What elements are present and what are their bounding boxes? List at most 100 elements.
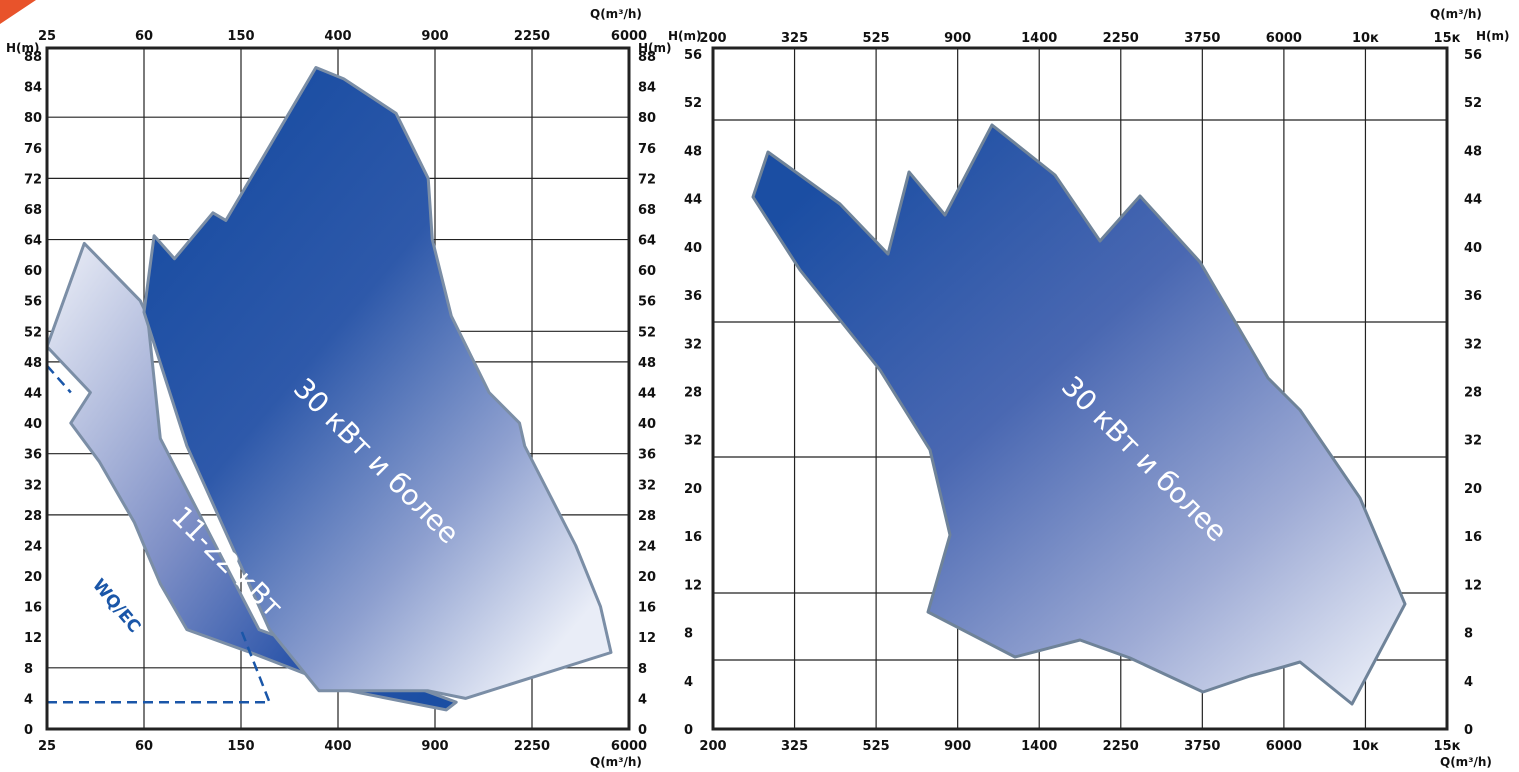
chart-right-x-unit-top: Q(m³/h) [1430, 7, 1482, 21]
y-tick-label-right: 56 [638, 295, 656, 310]
y-tick-label-right: 76 [638, 142, 656, 157]
y-tick-label-right: 12 [638, 631, 656, 646]
x-tick-label-bottom: 900 [944, 739, 971, 754]
y-tick-label-right: 16 [1464, 530, 1482, 545]
y-tick-label-left: 36 [24, 448, 42, 463]
y-tick-label-right: 28 [638, 509, 656, 524]
y-tick-label-left: 72 [24, 172, 42, 187]
wq-ec-boundary [47, 629, 272, 704]
chart-left-y-unit-right: H(m) [638, 41, 672, 55]
y-tick-label-left: 44 [24, 387, 42, 402]
x-tick-label-top: 3750 [1184, 31, 1220, 46]
y-tick-label-left: 32 [684, 337, 702, 352]
x-tick-label-top: 325 [781, 31, 808, 46]
y-tick-label-left: 56 [24, 295, 42, 310]
y-tick-label-left: 20 [684, 482, 702, 497]
y-tick-label-left: 24 [24, 539, 42, 554]
y-tick-label-left: 20 [24, 570, 42, 585]
x-tick-label-bottom: 2250 [514, 739, 550, 754]
y-tick-label-left: 28 [24, 509, 42, 524]
y-tick-label-right: 32 [638, 478, 656, 493]
chart-right-y-unit-left: H(m) [668, 29, 702, 43]
y-tick-label-left: 48 [24, 356, 42, 371]
y-tick-label-right: 60 [638, 264, 656, 279]
x-tick-label-top: 1400 [1021, 31, 1057, 46]
x-tick-label-top: 2250 [514, 29, 550, 44]
y-tick-label-left: 32 [684, 434, 702, 449]
x-tick-label-bottom: 25 [38, 739, 56, 754]
x-tick-label-bottom: 150 [227, 739, 254, 754]
y-tick-label-left: 84 [24, 81, 42, 96]
y-tick-label-left: 88 [24, 50, 42, 65]
y-tick-label-right: 68 [638, 203, 656, 218]
y-tick-label-right: 56 [1464, 48, 1482, 63]
x-tick-label-bottom: 1400 [1021, 739, 1057, 754]
y-tick-label-right: 52 [638, 325, 656, 340]
y-tick-label-left: 0 [684, 723, 693, 738]
y-tick-label-left: 4 [684, 675, 693, 690]
y-tick-label-right: 52 [1464, 96, 1482, 111]
x-tick-label-bottom: 60 [135, 739, 153, 754]
x-tick-label-top: 60 [135, 29, 153, 44]
x-tick-label-bottom: 200 [699, 739, 726, 754]
y-tick-label-right: 44 [638, 387, 656, 402]
chart-left-x-unit-bottom: Q(m³/h) [590, 755, 642, 769]
y-tick-label-left: 8 [684, 627, 693, 642]
x-tick-label-top: 6000 [611, 29, 647, 44]
x-tick-label-bottom: 6000 [611, 739, 647, 754]
x-tick-label-bottom: 6000 [1266, 739, 1302, 754]
chart-right-frame [711, 46, 1449, 731]
chart-left-y-unit-left: H(m) [6, 41, 40, 55]
y-tick-label-left: 36 [684, 289, 702, 304]
y-tick-label-left: 12 [24, 631, 42, 646]
y-tick-label-right: 48 [638, 356, 656, 371]
y-tick-label-left: 32 [24, 478, 42, 493]
y-tick-label-left: 12 [684, 578, 702, 593]
x-tick-label-top: 525 [863, 31, 890, 46]
y-tick-label-left: 16 [684, 530, 702, 545]
y-tick-label-right: 16 [638, 601, 656, 616]
x-tick-label-bottom: 10к [1352, 739, 1379, 754]
chart-right-regions: 30 кВт и более [751, 123, 1407, 706]
x-tick-label-bottom: 2250 [1103, 739, 1139, 754]
y-tick-label-right: 4 [638, 692, 647, 707]
y-tick-label-left: 80 [24, 111, 42, 126]
y-tick-label-right: 28 [1464, 386, 1482, 401]
y-tick-label-right: 88 [638, 50, 656, 65]
x-tick-label-top: 6000 [1266, 31, 1302, 46]
y-tick-label-right: 20 [1464, 482, 1482, 497]
chart-right: 30 кВт и более 200 325 525 900 1400 2250 3750 6… [668, 7, 1510, 769]
y-tick-label-right: 40 [1464, 241, 1482, 256]
y-tick-label-right: 36 [1464, 289, 1482, 304]
y-tick-label-left: 44 [684, 193, 702, 208]
y-tick-label-left: 64 [24, 234, 42, 249]
region-30kw-plus-right [751, 123, 1407, 706]
region-label-wq-ec: WQ/EC [88, 575, 144, 637]
x-tick-label-bottom: 900 [421, 739, 448, 754]
y-tick-label-left: 4 [24, 692, 33, 707]
y-tick-label-left: 40 [684, 241, 702, 256]
x-tick-label-bottom: 525 [863, 739, 890, 754]
x-tick-label-top: 2250 [1103, 31, 1139, 46]
x-tick-label-bottom: 15к [1434, 739, 1461, 754]
y-tick-label-right: 40 [638, 417, 656, 432]
y-tick-label-right: 36 [638, 448, 656, 463]
chart-right-y-unit-right: H(m) [1476, 29, 1510, 43]
chart-left-x-unit-top: Q(m³/h) [590, 7, 642, 21]
x-tick-label-top: 900 [944, 31, 971, 46]
y-tick-label-right: 32 [1464, 434, 1482, 449]
x-tick-label-top: 900 [421, 29, 448, 44]
y-tick-label-left: 28 [684, 386, 702, 401]
y-tick-label-left: 56 [684, 48, 702, 63]
y-tick-label-right: 8 [1464, 627, 1473, 642]
y-tick-label-right: 0 [1464, 723, 1473, 738]
y-tick-label-left: 48 [684, 144, 702, 159]
x-tick-label-top: 25 [38, 29, 56, 44]
region-30kw-plus [142, 66, 613, 700]
y-tick-label-right: 20 [638, 570, 656, 585]
y-tick-label-right: 0 [638, 723, 647, 738]
x-tick-label-top: 150 [227, 29, 254, 44]
